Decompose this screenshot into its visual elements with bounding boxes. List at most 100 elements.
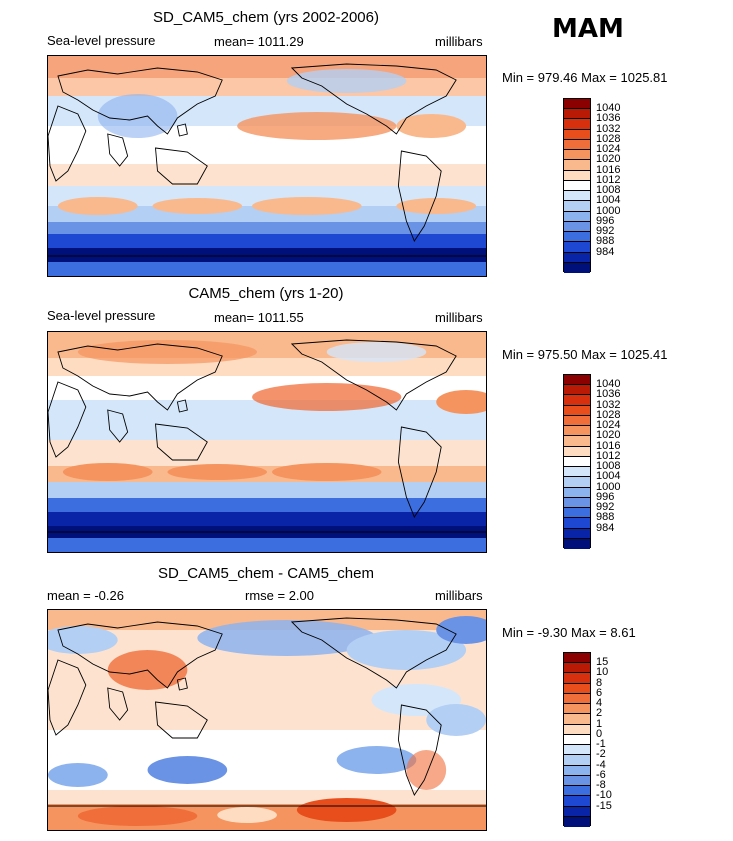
panel-2-colorbar-swatch — [564, 467, 590, 478]
panel-3-colorbar-tick: 4 — [596, 697, 603, 709]
panel-1-colorbar-swatch — [564, 99, 590, 110]
panel-1-colorbar-swatch — [564, 252, 590, 263]
panel-3-min-max: Min = -9.30 Max = 8.61 — [502, 625, 636, 640]
panel-1-colorbar-swatch — [564, 129, 590, 140]
panel-1-colorbar-tick: 1036 — [596, 112, 621, 124]
panel-2-colorbar-swatch — [564, 518, 590, 529]
panel-1-min-max: Min = 979.46 Max = 1025.81 — [502, 70, 668, 85]
panel-2-colorbar-tick: 1036 — [596, 388, 621, 400]
panel-2-colorbar-tick: 1008 — [596, 460, 621, 472]
panel-1-colorbar-tick: 1028 — [596, 133, 621, 145]
season-label: MAM — [552, 14, 624, 44]
panel-1-colorbar-swatch — [564, 139, 590, 151]
panel-2-colorbar-tick: 988 — [596, 511, 615, 523]
panel-3-colorbar-swatch — [564, 755, 590, 766]
panel-3-colorbar-tick: 10 — [596, 666, 609, 678]
panel-1-colorbar-tick: 1012 — [596, 174, 621, 186]
panel-1-colorbar-tick: 1020 — [596, 153, 621, 165]
panel-3-colorbar-tick: 15 — [596, 656, 609, 668]
panel-3-colorbar-tick: -10 — [596, 789, 612, 801]
panel-1-colorbar-swatch — [564, 160, 590, 171]
panel-2-colorbar-tick: 1000 — [596, 481, 621, 493]
panel-3-colorbar — [563, 652, 591, 827]
panel-3-colorbar-tick: 0 — [596, 728, 603, 740]
panel-3-colorbar-tick: 6 — [596, 687, 603, 699]
panel-3-colorbar-tick: -2 — [596, 748, 606, 760]
panel-2-colorbar-swatch — [564, 436, 590, 447]
panel-1-colorbar-swatch — [564, 119, 590, 130]
panel-3-mean-label: mean = -0.26 — [47, 588, 124, 603]
panel-2-colorbar-swatch — [564, 446, 590, 457]
panel-3-colorbar-swatch — [564, 714, 590, 725]
panel-2-colorbar-swatch — [564, 477, 590, 488]
panel-2-colorbar-tick: 1032 — [596, 399, 621, 411]
panel-2-colorbar-swatch — [564, 487, 590, 498]
panel-3-colorbar-swatch — [564, 734, 590, 746]
panel-1-colorbar-tick: 1032 — [596, 123, 621, 135]
panel-3-colorbar-swatch — [564, 724, 590, 735]
panel-3-colorbar-swatch — [564, 683, 590, 694]
panel-1-map — [47, 55, 487, 277]
panel-2-colorbar-swatch — [564, 375, 590, 386]
panel-2-colorbar-swatch — [564, 508, 590, 519]
panel-3-colorbar-tick: 8 — [596, 677, 603, 689]
panel-1-colorbar-tick: 992 — [596, 225, 615, 237]
panel-3-map — [47, 609, 487, 831]
panel-1-colorbar-swatch — [564, 232, 590, 243]
panel-2-min-max: Min = 975.50 Max = 1025.41 — [502, 347, 668, 362]
panel-3-colorbar-swatch — [564, 673, 590, 684]
panel-1-colorbar-tick: 1004 — [596, 194, 621, 206]
panel-3-colorbar-tick: -15 — [596, 800, 612, 812]
panel-1-units-label: millibars — [435, 34, 483, 49]
panel-2-mean-label: mean= 1011.55 — [214, 310, 304, 325]
panel-2-colorbar-swatch — [564, 426, 590, 437]
panel-2-colorbar-swatch — [564, 415, 590, 427]
panel-1-colorbar-swatch — [564, 170, 590, 181]
panel-3-colorbar-tick: -8 — [596, 779, 606, 791]
panel-3-colorbar-swatch — [564, 796, 590, 807]
panel-2-colorbar-tick: 1024 — [596, 419, 621, 431]
panel-3-colorbar-tick: 1 — [596, 718, 603, 730]
panel-2-title: CAM5_chem (yrs 1-20) — [188, 285, 344, 302]
panel-1-colorbar-tick: 996 — [596, 215, 615, 227]
panel-3-colorbar-swatch — [564, 663, 590, 674]
panel-3-colorbar-swatch — [564, 786, 590, 797]
panel-1-mean-label: mean= 1011.29 — [214, 34, 304, 49]
panel-2-colorbar-tick: 1020 — [596, 429, 621, 441]
panel-2-colorbar-tick: 1040 — [596, 378, 621, 390]
panel-3-colorbar-tick: 2 — [596, 707, 603, 719]
panel-2-colorbar-tick: 992 — [596, 501, 615, 513]
panel-1-colorbar-swatch — [564, 180, 590, 192]
panel-1-colorbar-swatch — [564, 191, 590, 202]
panel-2-units-label: millibars — [435, 310, 483, 325]
panel-2-colorbar — [563, 374, 591, 549]
panel-1-colorbar-swatch — [564, 242, 590, 253]
panel-2-colorbar-swatch — [564, 395, 590, 406]
panel-3-units-label: millibars — [435, 588, 483, 603]
panel-3-colorbar-tick: -4 — [596, 759, 606, 771]
panel-1-variable-label: Sea-level pressure — [47, 33, 156, 48]
panel-1-colorbar — [563, 98, 591, 273]
panel-3-colorbar-swatch — [564, 765, 590, 776]
panel-2-colorbar-tick: 1028 — [596, 409, 621, 421]
panel-3-colorbar-swatch — [564, 806, 590, 817]
panel-2-colorbar-tick: 996 — [596, 491, 615, 503]
panel-2-colorbar-swatch — [564, 456, 590, 468]
panel-3-colorbar-swatch — [564, 745, 590, 756]
panel-3-colorbar-swatch — [564, 775, 590, 787]
panel-1-colorbar-tick: 988 — [596, 235, 615, 247]
panel-3-title: SD_CAM5_chem - CAM5_chem — [158, 565, 374, 582]
panel-2-colorbar-tick: 1004 — [596, 470, 621, 482]
panel-1-colorbar-tick: 984 — [596, 246, 615, 258]
panel-2-colorbar-swatch — [564, 385, 590, 396]
panel-1-colorbar-tick: 1040 — [596, 102, 621, 114]
panel-2-colorbar-swatch — [564, 405, 590, 416]
panel-1-colorbar-tick: 1024 — [596, 143, 621, 155]
panel-1-title: SD_CAM5_chem (yrs 2002-2006) — [153, 9, 379, 26]
panel-2-colorbar-swatch — [564, 528, 590, 539]
panel-3-rmse-label: rmse = 2.00 — [245, 588, 315, 603]
panel-1-colorbar-swatch — [564, 221, 590, 233]
panel-3-colorbar-tick: -6 — [596, 769, 606, 781]
panel-2-colorbar-tick: 984 — [596, 522, 615, 534]
panel-1-colorbar-swatch — [564, 109, 590, 120]
